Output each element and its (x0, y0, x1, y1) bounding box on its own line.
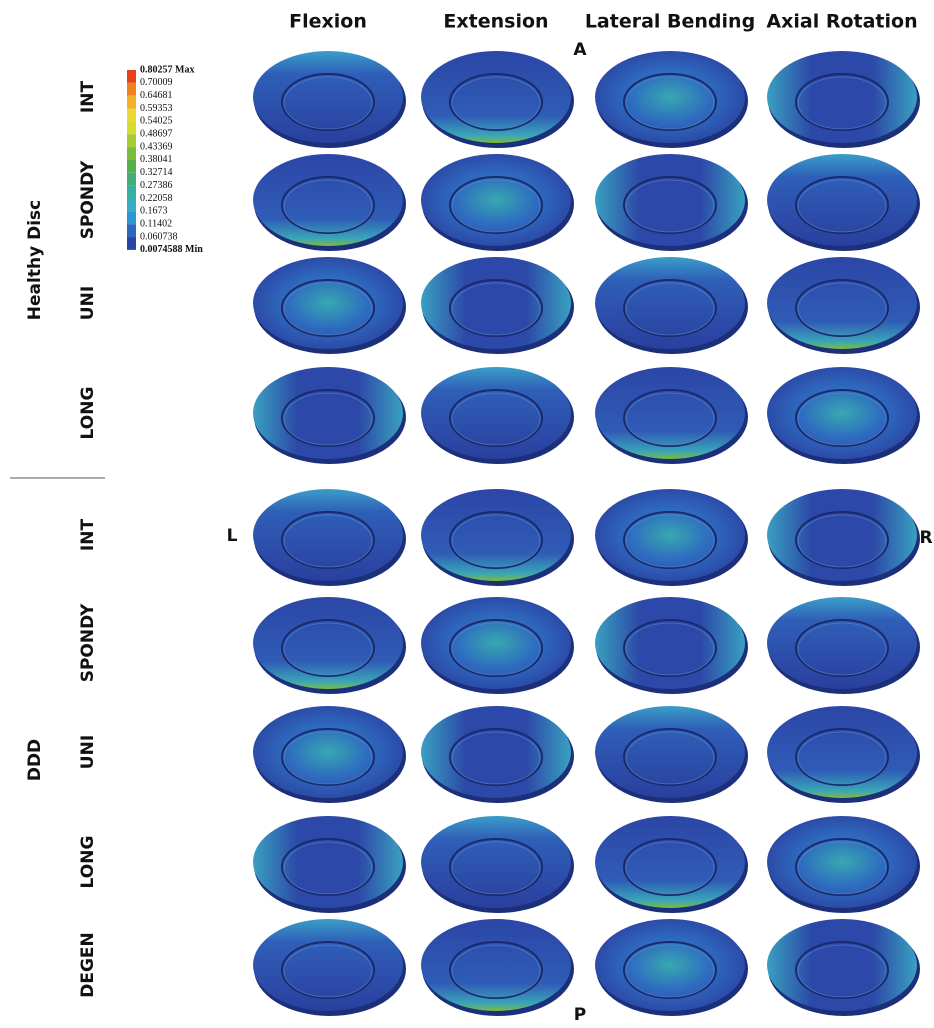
row-label: LONG (78, 836, 98, 889)
legend-label: 0.060738 (140, 231, 178, 242)
left-label: L (227, 526, 238, 546)
legend-swatch (127, 173, 136, 186)
legend-swatch (127, 147, 136, 160)
row-label: LONG (78, 387, 98, 440)
row-label: DEGEN (78, 932, 98, 998)
column-header: Axial Rotation (766, 11, 917, 33)
legend-swatch (127, 83, 136, 96)
legend-swatch (127, 96, 136, 109)
legend-swatch (127, 211, 136, 224)
legend-label: 0.0074588 Min (140, 244, 203, 255)
legend-swatch (127, 186, 136, 199)
legend-label: 0.54025 (140, 116, 173, 127)
legend-swatch (127, 109, 136, 122)
legend-swatch (127, 121, 136, 134)
column-header: Lateral Bending (585, 11, 755, 33)
legend-swatch (127, 199, 136, 212)
legend-label: 0.22058 (140, 193, 173, 204)
row-label: SPONDY (78, 603, 98, 682)
legend-label: 0.64681 (140, 90, 173, 101)
right-label: R (919, 528, 932, 548)
group-label: Healthy Disc (25, 200, 45, 320)
row-label: INT (78, 519, 98, 552)
legend-label: 0.38041 (140, 154, 173, 165)
row-label: UNI (78, 286, 98, 320)
legend-label: 0.48697 (140, 129, 173, 140)
column-header: Extension (443, 11, 548, 33)
group-label: DDD (25, 739, 45, 781)
legend-label: 0.1673 (140, 206, 168, 217)
anterior-label: A (573, 40, 587, 60)
row-label: UNI (78, 735, 98, 769)
legend-label: 0.27386 (140, 180, 173, 191)
posterior-label: P (574, 1005, 586, 1025)
legend-label: 0.80257 Max (140, 64, 194, 75)
legend-label: 0.43369 (140, 141, 173, 152)
column-header: Flexion (289, 11, 367, 33)
legend-label: 0.70009 (140, 77, 173, 88)
legend-swatch (127, 237, 136, 250)
legend-swatch (127, 70, 136, 83)
legend-label: 0.32714 (140, 167, 173, 178)
legend-swatch (127, 160, 136, 173)
legend-label: 0.59353 (140, 103, 173, 114)
legend-swatch (127, 134, 136, 147)
figure: A P L R Flexion Extension Lateral Bending A… (0, 0, 934, 1028)
row-label: SPONDY (78, 160, 98, 239)
legend-swatch (127, 224, 136, 237)
row-label: INT (78, 81, 98, 114)
legend-label: 0.11402 (140, 218, 172, 229)
